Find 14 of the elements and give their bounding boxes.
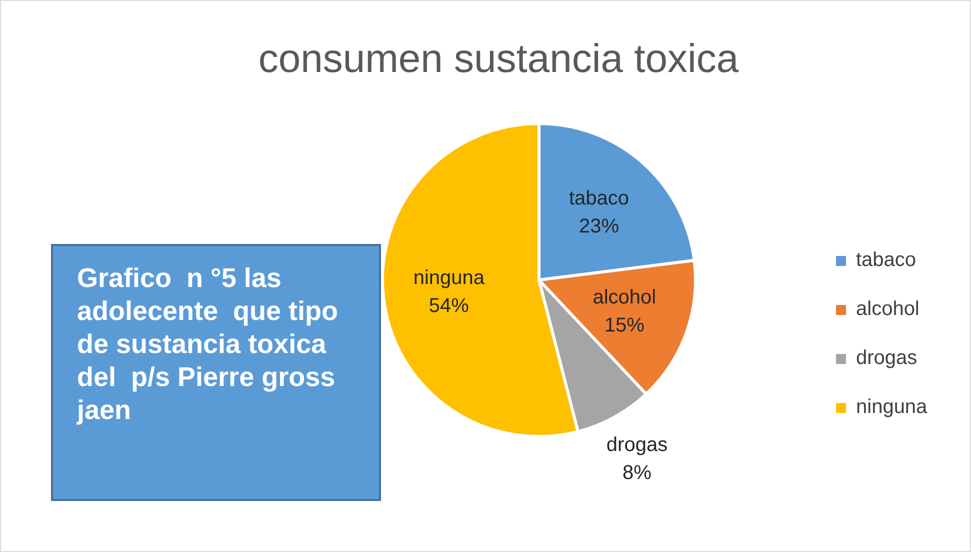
data-label: 8% [622,462,652,484]
slice-label: tabaco [568,187,630,210]
legend-label: alcohol [856,298,920,321]
data-label: 54% [428,294,470,317]
legend-label: drogas [856,347,918,370]
slice-label: drogas [606,434,668,456]
legend-label: tabaco [856,249,916,272]
slice-label: alcohol [592,286,656,308]
text: Grafico n °5 las adolecente que tipo de sustancia toxica del p/s Pierre gross jaen [51,244,381,501]
slice-label: ninguna [413,266,486,289]
data-label: 23% [579,215,620,238]
legend-label: ninguna [856,396,928,419]
chart-title: consumen sustancia toxica [257,37,740,82]
data-label: 15% [604,314,645,336]
